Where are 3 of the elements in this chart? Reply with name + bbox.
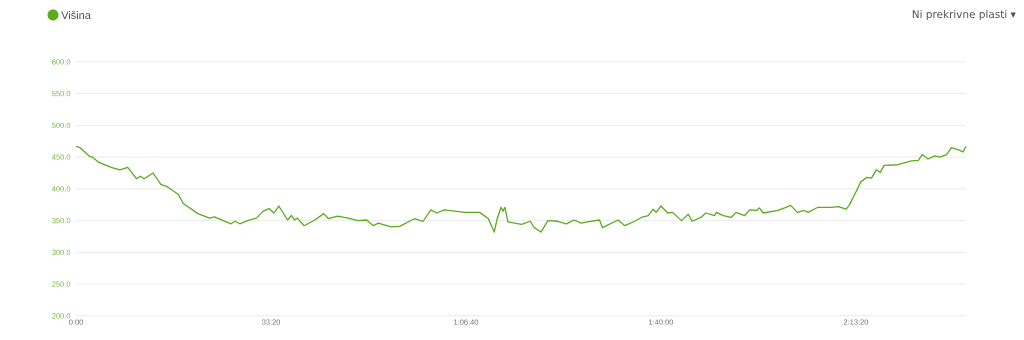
line-series bbox=[75, 145, 967, 233]
text: Ni prekrivne plasti ▾ bbox=[912, 9, 1016, 21]
legend-label: Višina bbox=[61, 10, 91, 20]
